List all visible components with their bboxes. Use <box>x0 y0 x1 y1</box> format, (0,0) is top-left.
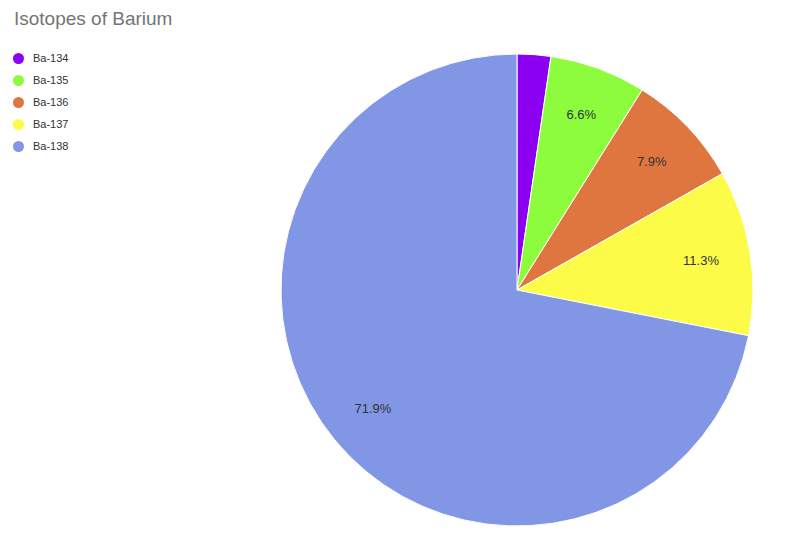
html-text:Ba-137: Ba-137 <box>33 118 69 130</box>
svg-text:7.9%: 7.9% <box>637 154 667 169</box>
html-text:Isotopes of Barium: Isotopes of Barium <box>14 8 173 29</box>
html-text:Ba-136: Ba-136 <box>33 96 69 108</box>
html-text:Ba-138: Ba-138 <box>33 140 69 152</box>
svg-text:71.9%: 71.9% <box>355 401 392 416</box>
svg-text:11.3%: 11.3% <box>683 253 719 268</box>
svg-text:6.6%: 6.6% <box>566 107 596 122</box>
html-text:Ba-135: Ba-135 <box>33 74 69 86</box>
html-text:Ba-134: Ba-134 <box>33 52 69 64</box>
